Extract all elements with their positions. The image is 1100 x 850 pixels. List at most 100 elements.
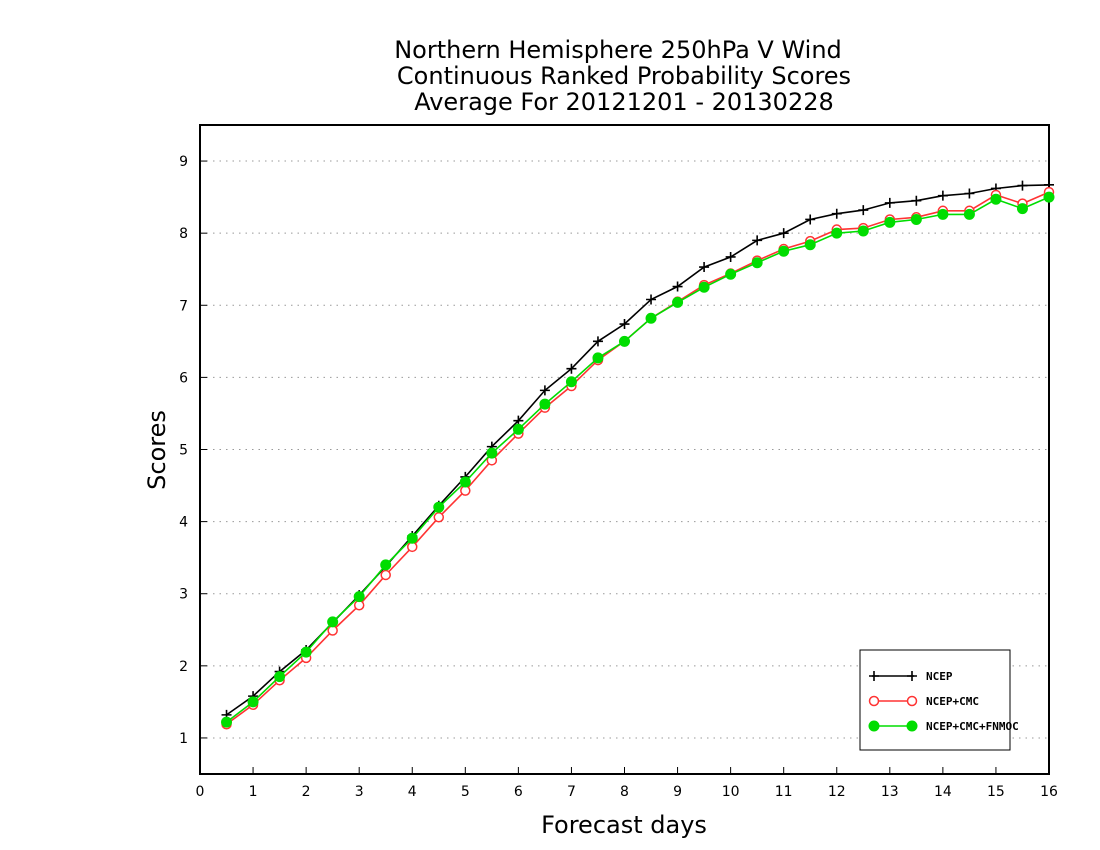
y-tick-label: 7 [179,298,188,314]
data-point-ncep [911,195,922,206]
data-point-ncep [539,385,550,396]
data-point-ncep-cmc-fnmoc [672,296,684,308]
x-tick-label: 8 [620,784,629,800]
legend-label: NCEP+CMC+FNMOC [926,720,1019,733]
legend-entry-ncep-cmc-fnmoc: NCEP+CMC+FNMOC [868,720,1019,733]
data-point-ncep-cmc-fnmoc [300,646,312,658]
legend-marker [906,720,918,732]
data-point-ncep-cmc-fnmoc [698,281,710,293]
x-tick-label: 13 [881,784,899,800]
x-axis-label: Forecast days [541,811,707,839]
series-line-ncep-cmc-fnmoc [226,196,1050,723]
data-point-ncep-cmc [460,485,471,496]
data-point-ncep-cmc [433,512,445,523]
legend-box [859,649,1011,751]
y-tick-label: 2 [179,659,188,675]
y-axis-label: Scores [143,410,171,490]
x-tick-label: 16 [1040,784,1058,800]
x-axis-ticks: 0 1 2 3 4 5 6 7 8 9 10 11 12 13 14 15 16 [196,767,1058,800]
x-tick-label: 0 [196,784,205,800]
y-tick-label: 5 [179,443,188,459]
legend: NCEP NCEP+CMC NCEP+CMC+FNMOC [859,649,1019,751]
x-tick-label: 12 [828,784,846,800]
chart-title: Northern Hemisphere 250hPa V Wind Contin… [394,36,851,116]
data-point-ncep [672,281,683,292]
series-layer [221,179,1055,730]
x-tick-label: 2 [302,784,311,800]
data-point-ncep-cmc-fnmoc [963,208,975,220]
data-point-ncep-cmc [407,541,418,553]
x-tick-label: 5 [461,784,470,800]
data-point-ncep [778,228,789,239]
data-point-ncep [592,336,603,347]
data-point-ncep-cmc-fnmoc [831,227,843,239]
data-point-ncep-cmc [327,625,338,636]
legend-label: NCEP+CMC [926,695,979,708]
data-point-ncep-cmc-fnmoc [1016,203,1028,215]
data-point-ncep-cmc-fnmoc [937,208,949,220]
y-axis-ticks: 1 2 3 4 5 6 7 8 9 [179,154,207,747]
data-point-ncep-cmc-fnmoc [1043,191,1055,203]
data-point-ncep-cmc-fnmoc [910,213,922,225]
data-point-ncep [725,251,736,262]
x-tick-label: 15 [987,784,1005,800]
data-point-ncep [699,262,710,273]
y-tick-label: 1 [179,731,188,747]
legend-marker [907,671,917,681]
data-point-ncep [566,363,577,374]
data-point-ncep-cmc-fnmoc [247,696,259,708]
x-tick-label: 7 [567,784,576,800]
data-point-ncep-cmc-fnmoc [433,501,445,513]
x-tick-label: 14 [934,784,952,800]
data-point-ncep-cmc-fnmoc [645,312,657,324]
legend-marker [869,671,879,681]
data-point-ncep-cmc-fnmoc [778,245,790,257]
x-tick-label: 11 [775,784,793,800]
data-point-ncep [884,197,895,208]
data-point-ncep [619,319,630,330]
y-tick-label: 8 [179,226,188,242]
x-tick-label: 9 [673,784,682,800]
data-point-ncep [937,190,948,201]
data-point-ncep [805,214,816,225]
data-point-ncep-cmc-fnmoc [353,591,365,603]
x-tick-label: 4 [408,784,417,800]
x-tick-label: 6 [514,784,523,800]
data-point-ncep-cmc-fnmoc [751,257,763,269]
x-tick-label: 10 [722,784,740,800]
data-point-ncep [752,235,763,246]
y-tick-label: 9 [179,154,188,170]
data-point-ncep-cmc-fnmoc [565,376,577,388]
legend-entry-ncep-cmc: NCEP+CMC [868,695,979,708]
legend-marker [868,695,880,707]
data-point-ncep [646,294,657,305]
data-point-ncep-cmc-fnmoc [512,423,524,435]
data-point-ncep-cmc-fnmoc [221,716,233,728]
data-point-ncep-cmc-fnmoc [725,268,737,280]
y-tick-label: 3 [179,587,188,603]
data-point-ncep-cmc-fnmoc [990,193,1002,205]
legend-marker [906,695,918,707]
legend-entry-ncep: NCEP [869,670,953,683]
data-point-ncep-cmc-fnmoc [486,447,498,459]
title-line-3: Average For 20121201 - 20130228 [414,88,834,116]
data-point-ncep-cmc-fnmoc [857,225,869,237]
data-point-ncep [858,205,869,216]
series-ncep-cmc [221,186,1055,730]
y-tick-label: 6 [179,370,188,386]
series-ncep-cmc-fnmoc [221,191,1055,728]
data-point-ncep [964,188,975,199]
data-point-ncep-cmc-fnmoc [804,239,816,251]
data-point-ncep [1017,180,1028,191]
data-point-ncep-cmc-fnmoc [619,335,630,347]
data-point-ncep-cmc [380,569,391,581]
title-line-1: Northern Hemisphere 250hPa V Wind [394,36,842,64]
y-tick-label: 4 [179,515,188,531]
data-point-ncep [831,208,842,219]
x-tick-label: 3 [355,784,364,800]
title-line-2: Continuous Ranked Probability Scores [397,62,851,90]
data-point-ncep-cmc [353,600,365,611]
x-tick-label: 1 [249,784,258,800]
data-point-ncep-cmc-fnmoc [406,532,418,544]
data-point-ncep-cmc-fnmoc [274,671,286,683]
